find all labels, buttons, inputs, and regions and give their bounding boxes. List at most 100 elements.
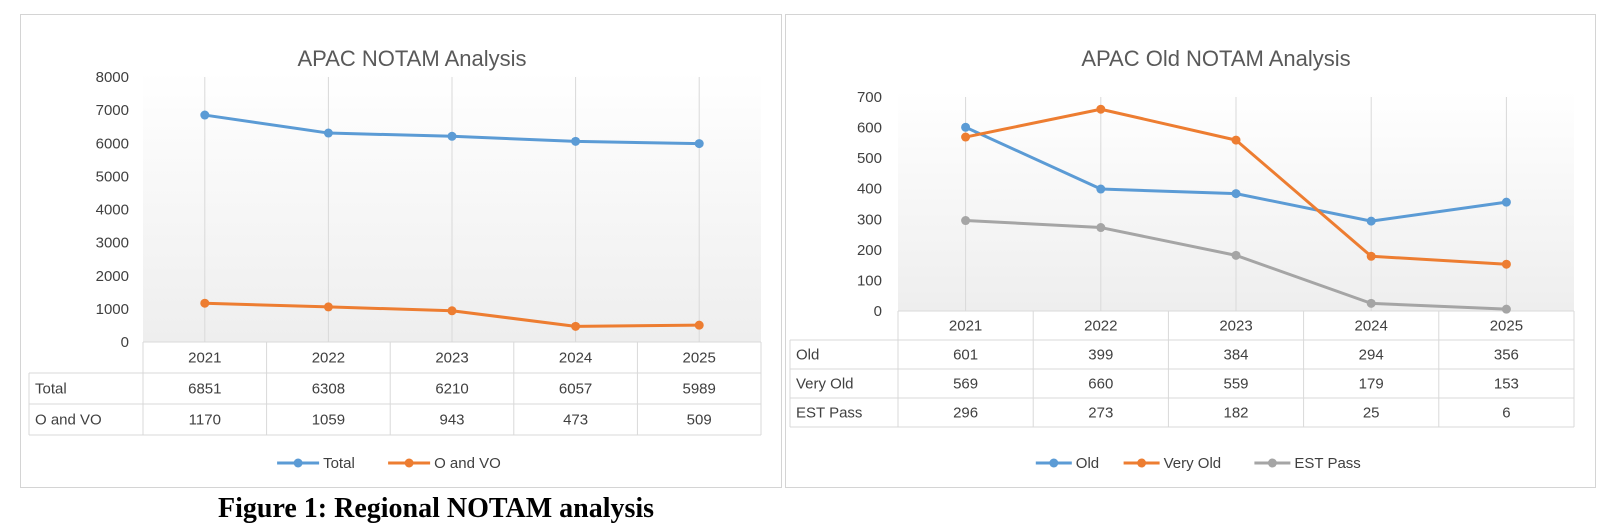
data-point-o-and-vo <box>323 302 333 312</box>
x-category-label: 2025 <box>683 350 716 367</box>
y-tick-label: 3000 <box>96 235 129 252</box>
legend-swatch-marker <box>293 458 303 468</box>
table-row-label: EST Pass <box>796 405 862 422</box>
table-cell-value: 559 <box>1223 376 1248 393</box>
y-tick-label: 300 <box>857 211 882 228</box>
data-point-old <box>1096 184 1106 194</box>
chart-panel-apac-old-notam: APAC Old NOTAM Analysis 0 100 200 300 400 500 6… <box>785 14 1596 488</box>
table-cell-value: 943 <box>439 412 464 429</box>
x-category-label: 2024 <box>1355 318 1388 335</box>
y-tick-label: 200 <box>857 242 882 259</box>
data-point-very-old <box>961 132 971 142</box>
data-point-very-old <box>1231 135 1241 145</box>
legend-swatch-marker <box>1267 458 1277 468</box>
data-point-old <box>1231 189 1241 199</box>
legend-swatch-marker <box>1137 458 1147 468</box>
chart-legend: Total O and VO <box>277 455 501 472</box>
data-point-est-pass <box>1366 298 1376 308</box>
y-tick-label: 0 <box>121 334 129 351</box>
chart-legend: Old Very Old EST Pass <box>1035 455 1361 472</box>
table-row-label: O and VO <box>35 412 102 429</box>
table-cell-value: 1059 <box>312 412 345 429</box>
x-category-label: 2024 <box>559 350 592 367</box>
table-cell-value: 384 <box>1223 347 1248 364</box>
table-cell-value: 182 <box>1223 405 1248 422</box>
data-table: 2021 2022 2023 2024 2025 Total 6851 6308 6210 605… <box>28 341 762 436</box>
legend-swatch-marker <box>404 458 414 468</box>
data-point-very-old <box>1096 104 1106 114</box>
y-tick-label: 2000 <box>96 268 129 285</box>
table-cell-value: 294 <box>1359 347 1384 364</box>
data-point-o-and-vo <box>694 320 704 330</box>
y-tick-label: 7000 <box>96 102 129 119</box>
table-cell-value: 6851 <box>188 381 221 398</box>
data-point-total <box>694 139 704 149</box>
data-point-total <box>447 131 457 141</box>
chart-panel-apac-notam: APAC NOTAM Analysis 0 1000 2000 3000 4000 5000… <box>20 14 782 488</box>
chart-apac-old-notam-analysis: APAC Old NOTAM Analysis 0 100 200 300 400 500 6… <box>789 46 1575 472</box>
x-category-label: 2023 <box>435 350 468 367</box>
y-tick-label: 6000 <box>96 135 129 152</box>
data-point-est-pass <box>1096 223 1106 233</box>
table-cell-value: 399 <box>1088 347 1113 364</box>
table-cell-value: 153 <box>1494 376 1519 393</box>
data-point-est-pass <box>961 216 971 226</box>
y-tick-label: 5000 <box>96 168 129 185</box>
data-point-o-and-vo <box>571 321 581 331</box>
x-category-label: 2022 <box>312 350 345 367</box>
x-category-label: 2022 <box>1084 318 1117 335</box>
table-cell-value: 5989 <box>683 381 716 398</box>
table-cell-value: 6308 <box>312 381 345 398</box>
table-cell-value: 6057 <box>559 381 592 398</box>
legend-label: Old <box>1076 455 1099 472</box>
y-tick-label: 700 <box>857 89 882 106</box>
table-row-label: Old <box>796 347 819 364</box>
table-cell-value: 296 <box>953 405 978 422</box>
legend-label: Very Old <box>1164 455 1222 472</box>
y-tick-label: 400 <box>857 181 882 198</box>
data-point-very-old <box>1501 259 1511 269</box>
table-cell-value: 660 <box>1088 376 1113 393</box>
table-cell-value: 509 <box>687 412 712 429</box>
data-point-total <box>323 128 333 138</box>
data-point-total <box>571 136 581 146</box>
data-point-est-pass <box>1231 250 1241 260</box>
chart-title: APAC NOTAM Analysis <box>297 46 526 71</box>
data-point-total <box>200 110 210 120</box>
legend-swatch-marker <box>1049 458 1059 468</box>
table-cell-value: 6 <box>1502 405 1510 422</box>
table-cell-value: 1170 <box>189 412 221 429</box>
table-cell-value: 6210 <box>435 381 468 398</box>
data-point-old <box>1366 216 1376 226</box>
table-cell-value: 601 <box>953 347 978 364</box>
data-table: 2021 2022 2023 2024 2025 Old 601 399 384 294 356 Ve… <box>789 310 1575 428</box>
data-point-o-and-vo <box>200 298 210 308</box>
y-tick-label: 8000 <box>96 69 129 86</box>
x-category-label: 2021 <box>188 350 221 367</box>
y-tick-label: 600 <box>857 120 882 137</box>
table-cell-value: 273 <box>1088 405 1113 422</box>
table-row-label: Total <box>35 381 67 398</box>
y-tick-label: 500 <box>857 150 882 167</box>
data-point-old <box>961 122 971 132</box>
table-cell-value: 179 <box>1359 376 1384 393</box>
chart-apac-notam-analysis: APAC NOTAM Analysis 0 1000 2000 3000 4000 5000… <box>28 46 762 472</box>
x-category-label: 2021 <box>949 318 982 335</box>
x-category-label: 2023 <box>1219 318 1252 335</box>
table-cell-value: 569 <box>953 376 978 393</box>
table-cell-value: 473 <box>563 412 588 429</box>
legend-label: EST Pass <box>1294 455 1360 472</box>
y-tick-label: 4000 <box>96 202 129 219</box>
data-point-est-pass <box>1501 304 1511 314</box>
legend-label: Total <box>323 455 355 472</box>
y-tick-label: 0 <box>874 303 882 320</box>
y-tick-label: 1000 <box>96 301 129 318</box>
data-point-very-old <box>1366 251 1376 261</box>
data-point-o-and-vo <box>447 306 457 316</box>
legend-label: O and VO <box>434 455 501 472</box>
y-tick-label: 100 <box>857 272 882 289</box>
figure-caption: Figure 1: Regional NOTAM analysis <box>218 493 655 524</box>
table-row-label: Very Old <box>796 376 854 393</box>
table-cell-value: 356 <box>1494 347 1519 364</box>
data-point-old <box>1501 197 1511 207</box>
